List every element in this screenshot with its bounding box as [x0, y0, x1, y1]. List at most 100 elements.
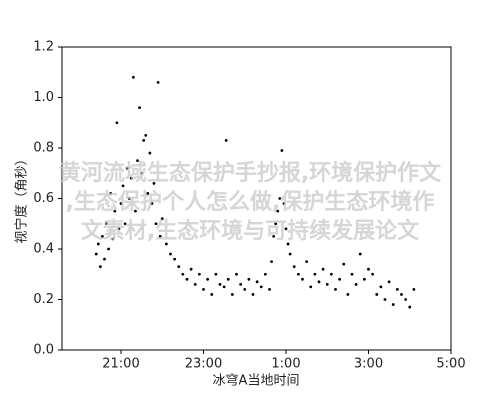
point — [109, 192, 113, 195]
point — [125, 166, 129, 170]
watermark: 文素材,生态环境与可持续发展论文 — [81, 218, 420, 244]
point — [222, 285, 226, 289]
point — [276, 209, 280, 213]
y-tick-label: 1.2 — [33, 40, 54, 55]
point — [383, 298, 387, 301]
point — [375, 293, 379, 296]
point — [127, 197, 131, 200]
point — [94, 252, 98, 256]
point — [160, 217, 164, 221]
point — [193, 282, 197, 286]
watermark: ,生态保护个人怎么做,保护生态环境作 — [66, 189, 435, 215]
point — [152, 181, 156, 185]
point — [367, 267, 370, 271]
point — [206, 277, 210, 281]
point — [325, 282, 329, 286]
point — [197, 272, 201, 276]
point — [134, 209, 137, 213]
point — [131, 75, 135, 79]
x-tick-label: 5:00 — [436, 357, 465, 372]
point — [105, 222, 108, 226]
y-axis-label: 视宁度（角秒） — [14, 152, 30, 243]
y-tick-label: 0.0 — [33, 343, 54, 358]
y-tick-label: 0.6 — [33, 191, 54, 206]
point — [123, 222, 127, 226]
point — [362, 277, 366, 281]
point — [247, 277, 251, 281]
y-tick-label: 1.0 — [33, 90, 54, 105]
point — [142, 139, 146, 142]
point — [169, 252, 172, 256]
point — [239, 282, 243, 286]
point — [408, 305, 412, 309]
point — [115, 121, 119, 125]
point — [400, 293, 403, 296]
point — [255, 280, 259, 284]
point — [321, 267, 325, 271]
y-tick-label: 0.4 — [33, 242, 54, 257]
point — [329, 272, 333, 276]
point — [138, 106, 141, 109]
point — [412, 288, 416, 291]
point — [103, 257, 106, 261]
point — [148, 151, 152, 155]
point — [177, 265, 181, 269]
point — [387, 280, 391, 284]
point — [346, 293, 350, 296]
point — [210, 293, 214, 296]
point — [235, 272, 238, 276]
x-tick-label: 3:00 — [354, 357, 383, 372]
x-tick-label: 23:00 — [185, 357, 222, 372]
point — [218, 282, 222, 286]
point — [202, 288, 205, 291]
point — [107, 247, 111, 251]
point — [272, 234, 276, 238]
point — [282, 202, 286, 205]
point — [113, 209, 117, 213]
point — [296, 272, 300, 276]
point — [268, 288, 271, 291]
point — [284, 227, 288, 231]
point — [342, 262, 346, 266]
point — [395, 288, 399, 291]
point — [185, 277, 189, 281]
point — [121, 184, 125, 188]
point — [243, 288, 247, 291]
x-tick-label: 1:00 — [271, 357, 300, 372]
point — [391, 303, 395, 306]
point — [156, 80, 160, 84]
point — [288, 252, 292, 256]
point — [270, 260, 273, 264]
point — [313, 272, 317, 276]
point — [301, 277, 304, 281]
point — [259, 285, 263, 289]
point — [140, 171, 144, 175]
point — [263, 272, 267, 276]
point — [292, 265, 296, 269]
point — [158, 234, 162, 238]
point — [274, 222, 278, 226]
point — [404, 298, 408, 301]
point — [309, 285, 313, 289]
point — [96, 242, 100, 246]
point — [251, 293, 255, 296]
point — [280, 149, 284, 152]
point — [214, 272, 218, 276]
point — [173, 257, 177, 261]
point — [278, 197, 282, 200]
watermark: 黄河流域生态保护手抄报,环境保护作文 — [59, 160, 442, 186]
x-tick-label: 21:00 — [102, 357, 139, 372]
point — [189, 267, 193, 271]
point — [154, 222, 158, 226]
point — [150, 202, 154, 205]
point — [146, 192, 150, 195]
point — [181, 272, 185, 276]
point — [379, 285, 383, 289]
point — [224, 139, 228, 142]
point — [98, 265, 102, 269]
point — [371, 272, 375, 276]
point — [119, 202, 123, 205]
point — [358, 252, 362, 256]
y-tick-label: 0.2 — [33, 292, 54, 307]
